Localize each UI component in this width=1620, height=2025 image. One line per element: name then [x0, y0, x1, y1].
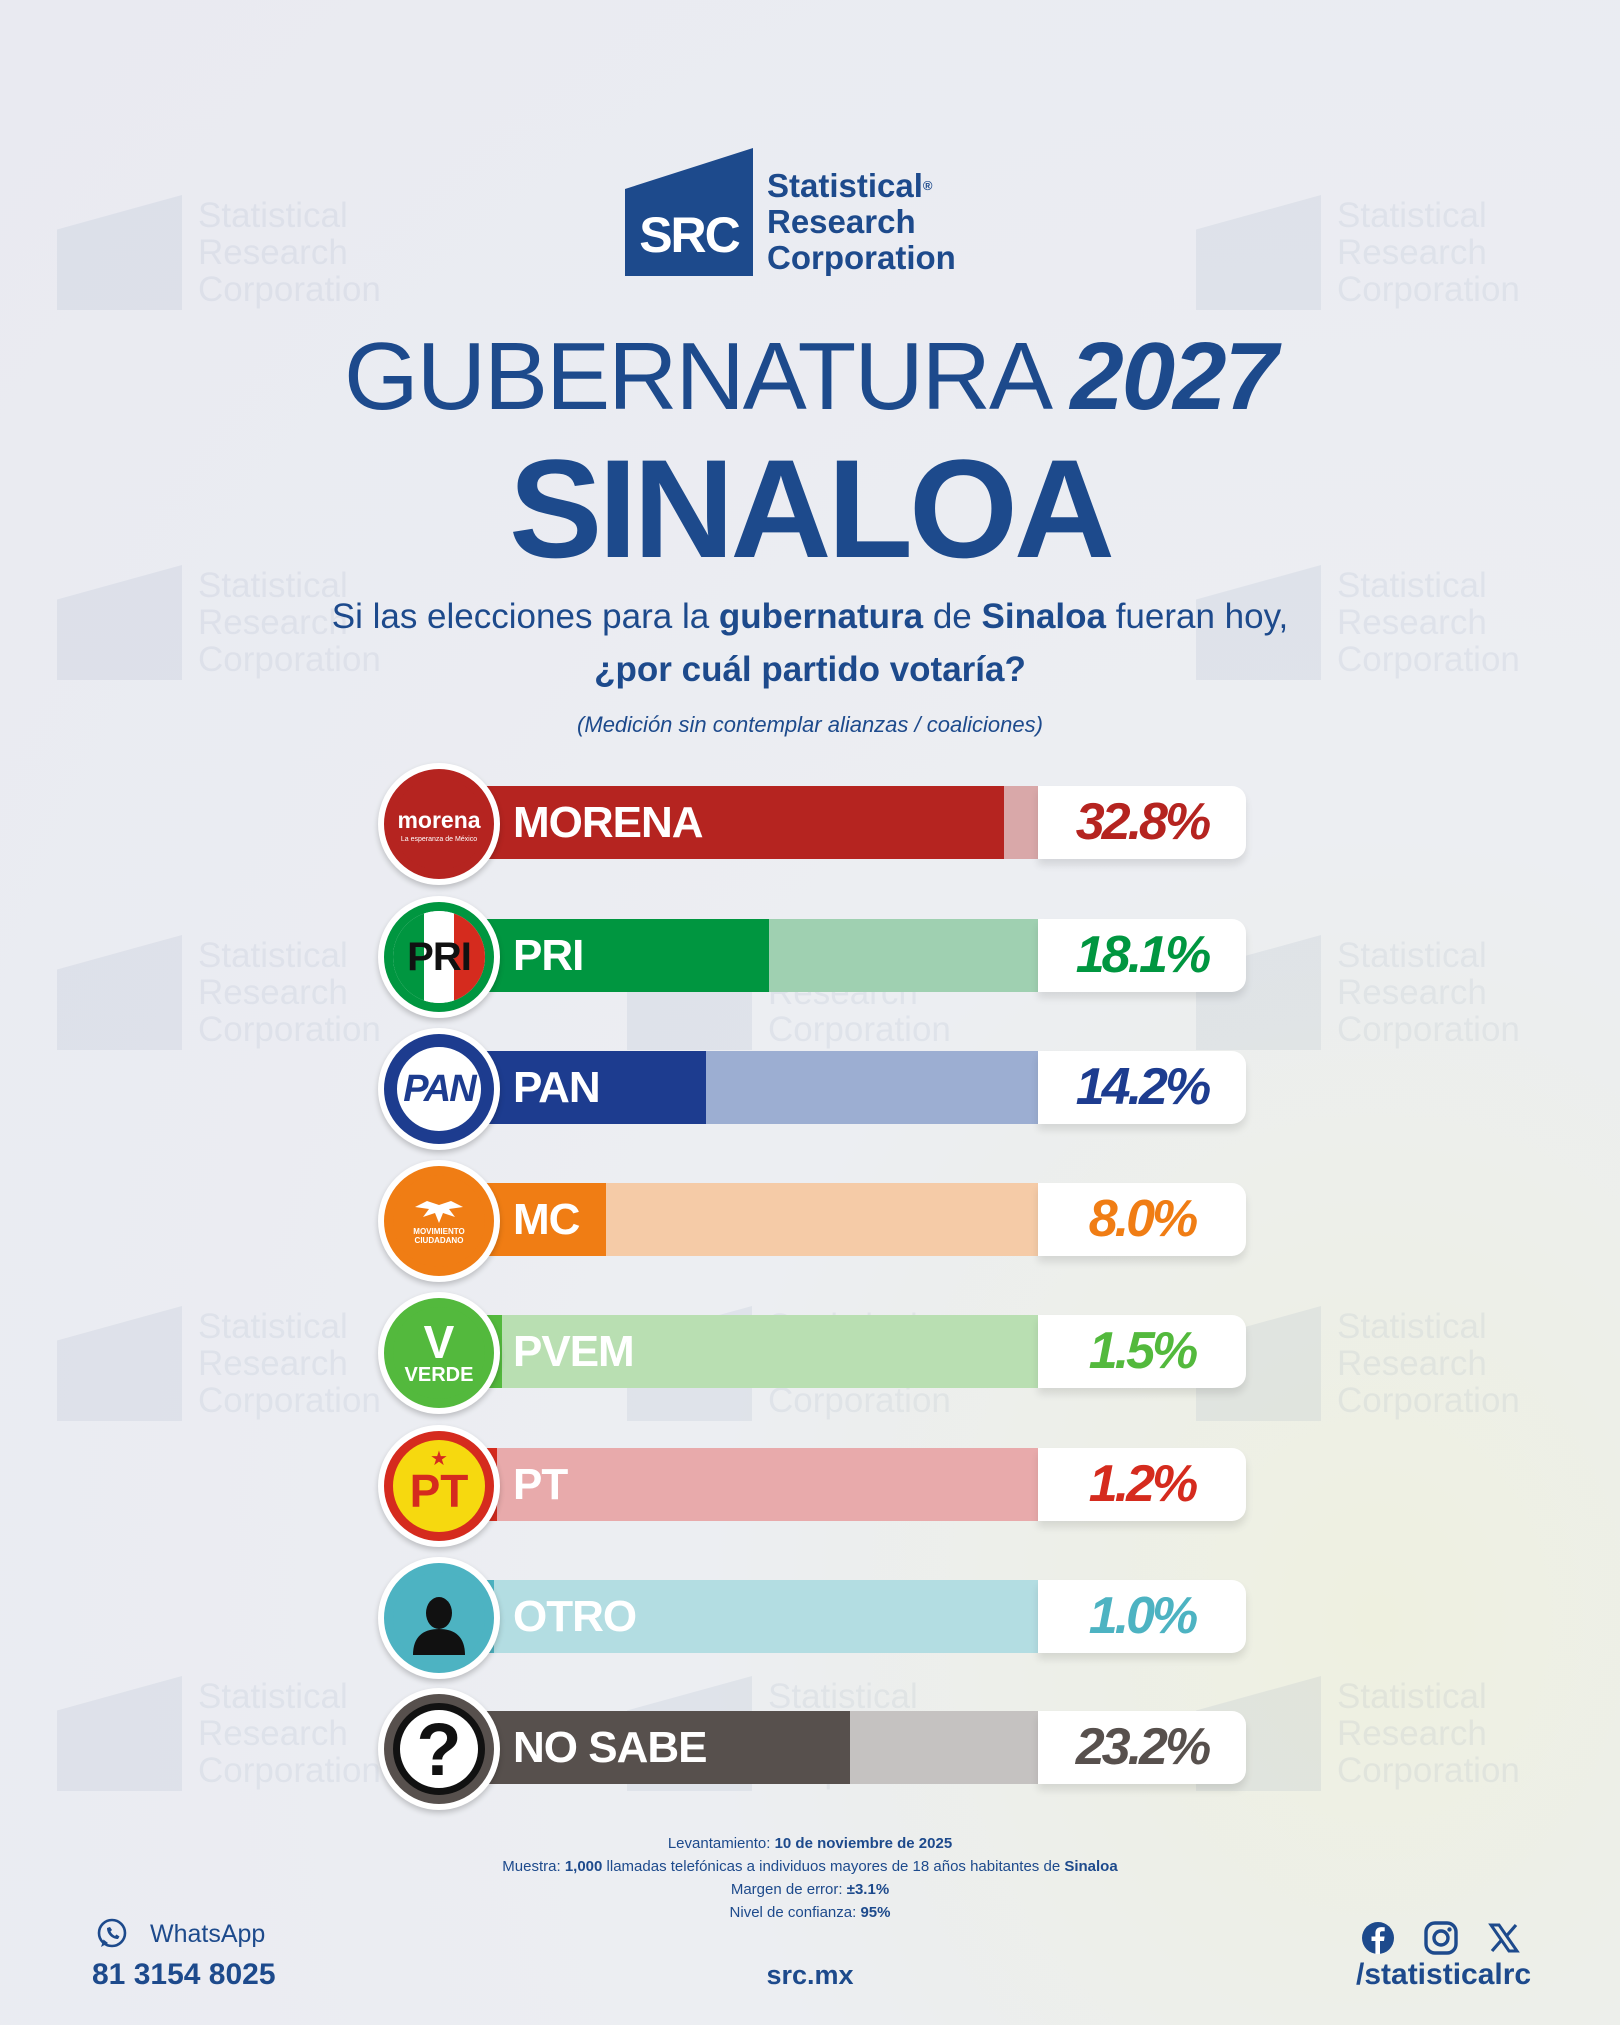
value-label: 18.1%	[1075, 926, 1211, 984]
brand-logo: SRC Statistical® Research Corporation	[625, 148, 956, 276]
question-mark-icon: ?	[378, 1688, 500, 1810]
mc-eagle-logo-icon: MOVIMIENTO CIUDADANO	[378, 1160, 500, 1282]
muestra-label: Muestra:	[502, 1858, 565, 1875]
brand-name: Statistical® Research Corporation	[767, 168, 956, 276]
value-box: 18.1%	[1038, 919, 1246, 992]
logo-mark-text: SRC	[639, 207, 741, 263]
value-label: 1.5%	[1088, 1322, 1199, 1380]
category-label: OTRO	[513, 1592, 637, 1641]
value-box: 23.2%	[1038, 1711, 1246, 1784]
bar-row-pt: PT 1.2% ★ PT	[378, 1425, 1246, 1547]
whatsapp-link[interactable]: WhatsApp	[96, 1918, 265, 1950]
bar	[428, 786, 1005, 859]
category-label: PVEM	[513, 1327, 635, 1376]
category-label: PAN	[513, 1063, 601, 1112]
muestra-place: Sinaloa	[1064, 1858, 1118, 1875]
bar-row-pri: PRI 18.1% PRI	[378, 896, 1246, 1018]
levantamiento-label: Levantamiento:	[667, 1835, 775, 1852]
category-label: MC	[513, 1195, 580, 1244]
bar-track: NO SABE	[428, 1711, 1120, 1784]
margen-value: ±3.1%	[846, 1881, 890, 1898]
value-label: 32.8%	[1075, 793, 1211, 851]
value-label: 23.2%	[1075, 1718, 1211, 1776]
pan-logo-icon: PAN	[378, 1028, 500, 1150]
question-pre: Si las elecciones para la	[331, 597, 719, 636]
question-line-2: ¿por cuál partido votaría?	[594, 650, 1026, 689]
footer-levantamiento: Levantamiento: 10 de noviembre de 2025	[0, 1833, 1620, 1855]
title-main: GUBERNATURA	[344, 323, 1048, 430]
value-label: 1.2%	[1088, 1455, 1199, 1513]
value-label: 14.2%	[1075, 1058, 1211, 1116]
bar-track: PT	[428, 1448, 1120, 1521]
value-box: 8.0%	[1038, 1183, 1246, 1256]
value-box: 32.8%	[1038, 786, 1246, 859]
bar-track: PVEM	[428, 1315, 1120, 1388]
bar-row-no-sabe: NO SABE 23.2%?	[378, 1688, 1246, 1810]
src-logo-icon: SRC	[625, 148, 753, 276]
instagram-icon[interactable]	[1423, 1920, 1459, 1956]
value-label: 8.0%	[1088, 1190, 1199, 1248]
bar-row-pan: PAN 14.2% PAN	[378, 1028, 1246, 1150]
pt-star-logo-icon: ★ PT	[378, 1425, 500, 1547]
question-bold-2: Sinaloa	[981, 597, 1106, 636]
website-link[interactable]: src.mx	[766, 1960, 854, 1990]
muestra-value: 1,000	[564, 1858, 603, 1875]
category-label: NO SABE	[513, 1723, 707, 1772]
pri-logo-icon: PRI	[378, 896, 500, 1018]
value-box: 1.5%	[1038, 1315, 1246, 1388]
social-handle[interactable]: /statisticalrc	[1356, 1958, 1532, 1991]
nivel-label: Nivel de confianza:	[729, 1904, 861, 1921]
bar-row-mc: MC 8.0% MOVIMIENTO CIUDADANO	[378, 1160, 1246, 1282]
social-icons	[1360, 1920, 1522, 1956]
footer-nivel: Nivel de confianza: 95%	[0, 1902, 1620, 1924]
bar-row-pvem: PVEM 1.5% V VERDE	[378, 1292, 1246, 1414]
brand-line-3: Corporation	[767, 239, 956, 276]
bar-track: MC	[428, 1183, 1120, 1256]
registered-mark: ®	[922, 178, 933, 193]
value-label: 1.0%	[1088, 1587, 1199, 1645]
question-note: (Medición sin contemplar alianzas / coal…	[577, 712, 1043, 737]
footer-muestra: Muestra: 1,000 llamadas telefónicas a in…	[0, 1856, 1620, 1878]
muestra-text: llamadas telefónicas a individuos mayore…	[602, 1858, 1065, 1875]
category-label: MORENA	[513, 798, 704, 847]
question-mid: de	[923, 597, 982, 636]
question-bold-1: gubernatura	[718, 597, 924, 636]
x-icon[interactable]	[1486, 1920, 1522, 1956]
morena-logo-icon: morena La esperanza de México	[378, 763, 500, 885]
person-icon	[378, 1557, 500, 1679]
brand-line-2: Research	[767, 203, 916, 240]
bar-track: PAN	[428, 1051, 1120, 1124]
footer-margen: Margen de error: ±3.1%	[0, 1879, 1620, 1901]
value-box: 1.0%	[1038, 1580, 1246, 1653]
margen-label: Margen de error:	[730, 1881, 847, 1898]
question-post: fueran hoy,	[1105, 597, 1289, 636]
bar-row-morena: MORENA 32.8% morena La esperanza de México	[378, 763, 1246, 885]
nivel-value: 95%	[860, 1904, 891, 1921]
bar-track: MORENA	[428, 786, 1120, 859]
value-box: 1.2%	[1038, 1448, 1246, 1521]
state-title: SINALOA	[509, 430, 1115, 587]
whatsapp-label: WhatsApp	[150, 1919, 266, 1948]
bar-row-otro: OTRO 1.0%	[378, 1557, 1246, 1679]
value-box: 14.2%	[1038, 1051, 1246, 1124]
pvem-toucan-logo-icon: V VERDE	[378, 1292, 500, 1414]
question-line-1: Si las elecciones para la gubernatura de…	[0, 597, 1620, 637]
whatsapp-icon	[97, 1918, 127, 1948]
category-label: PRI	[513, 931, 584, 980]
facebook-icon[interactable]	[1360, 1920, 1396, 1956]
brand-line-1: Statistical	[767, 167, 923, 204]
title-year: 2027	[1070, 323, 1278, 430]
levantamiento-value: 10 de noviembre de 2025	[774, 1835, 953, 1852]
whatsapp-number[interactable]: 81 3154 8025	[92, 1958, 276, 1991]
bar-track: PRI	[428, 919, 1120, 992]
category-label: PT	[513, 1460, 568, 1509]
bar-track: OTRO	[428, 1580, 1120, 1653]
page-title: GUBERNATURA 2027	[0, 322, 1620, 432]
